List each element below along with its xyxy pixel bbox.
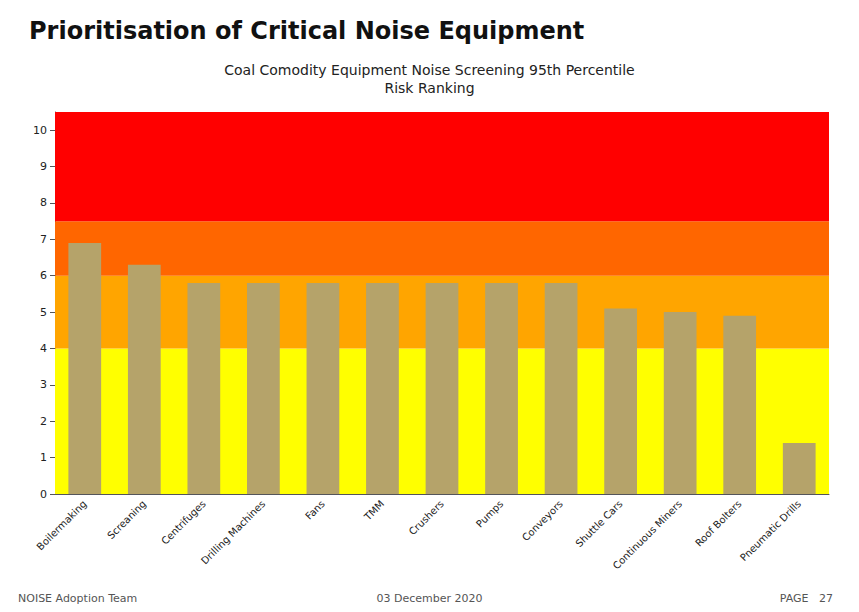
svg-text:Risk Ranking: Risk Ranking (384, 80, 474, 96)
svg-text:0: 0 (40, 488, 47, 501)
svg-text:6: 6 (40, 269, 47, 282)
svg-text:3: 3 (40, 378, 47, 391)
svg-text:1: 1 (40, 451, 47, 464)
svg-text:Roof Bolters: Roof Bolters (693, 498, 744, 549)
svg-text:TMM: TMM (361, 498, 386, 523)
svg-text:4: 4 (40, 342, 47, 355)
svg-text:NOISE Adoption Team: NOISE Adoption Team (18, 592, 137, 605)
svg-text:Coal Comodity Equipment Noise: Coal Comodity Equipment Noise Screening … (224, 62, 634, 78)
svg-text:Fans: Fans (303, 498, 327, 522)
svg-text:Centrifuges: Centrifuges (159, 498, 208, 547)
svg-text:Conveyors: Conveyors (520, 498, 565, 543)
svg-text:Continuous Miners: Continuous Miners (611, 498, 684, 571)
svg-text:Drilling Machines: Drilling Machines (199, 498, 267, 566)
svg-text:7: 7 (40, 233, 47, 246)
svg-text:10: 10 (33, 124, 47, 137)
svg-text:PAGE 27: PAGE 27 (780, 592, 833, 605)
svg-text:Crushers: Crushers (407, 498, 446, 537)
svg-text:8: 8 (40, 196, 47, 209)
svg-text:9: 9 (40, 160, 47, 173)
svg-text:Shuttle Cars: Shuttle Cars (573, 498, 624, 549)
svg-text:Boilermaking: Boilermaking (34, 498, 88, 552)
svg-text:Pneumatic Drills: Pneumatic Drills (738, 498, 803, 563)
svg-text:5: 5 (40, 306, 47, 319)
svg-text:Pumps: Pumps (474, 498, 505, 529)
svg-text:Screaning: Screaning (105, 498, 148, 541)
svg-text:2: 2 (40, 415, 47, 428)
svg-text:Prioritisation of Critical Noi: Prioritisation of Critical Noise Equipme… (29, 17, 584, 45)
svg-text:03 December 2020: 03 December 2020 (376, 592, 482, 605)
